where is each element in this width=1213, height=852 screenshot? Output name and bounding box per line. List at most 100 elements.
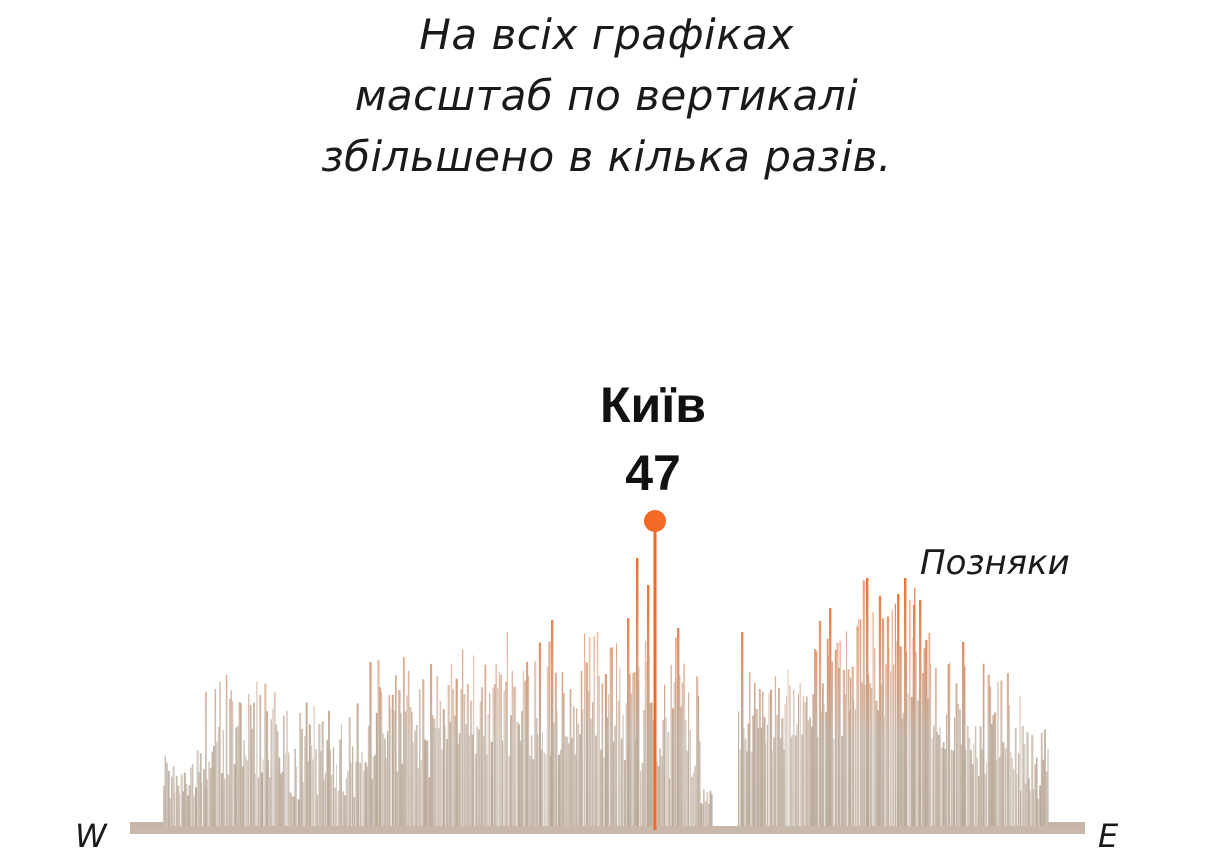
elevation-bar xyxy=(902,712,905,830)
elevation-bar xyxy=(739,748,742,830)
elevation-bar xyxy=(700,803,703,830)
elevation-bar xyxy=(633,672,636,830)
elevation-bar xyxy=(665,717,667,830)
elevation-bar xyxy=(1010,752,1012,830)
elevation-bar xyxy=(620,738,623,830)
elevation-bar xyxy=(738,711,740,830)
peak-marker xyxy=(644,510,666,532)
elevation-bar xyxy=(572,706,575,830)
elevation-bar xyxy=(556,710,558,830)
elevation-bar xyxy=(166,762,168,830)
elevation-bar xyxy=(339,739,342,830)
elevation-bar xyxy=(818,620,822,830)
elevation-bar xyxy=(579,734,582,830)
elevation-bar xyxy=(199,753,202,830)
elevation-bar xyxy=(754,682,756,830)
elevation-bar xyxy=(831,661,833,830)
elevation-bar xyxy=(609,647,612,830)
elevation-bar xyxy=(428,777,431,830)
elevation-bar xyxy=(632,673,635,830)
elevation-bar xyxy=(497,687,499,830)
elevation-bar xyxy=(941,747,944,830)
elevation-bar xyxy=(928,632,931,830)
elevation-bar xyxy=(822,683,824,830)
elevation-bar xyxy=(1042,759,1044,830)
elevation-bar xyxy=(776,715,779,830)
elevation-bar xyxy=(934,668,937,830)
elevation-bar xyxy=(530,735,533,830)
elevation-bar xyxy=(770,689,773,830)
elevation-bar xyxy=(608,694,610,830)
elevation-bar xyxy=(588,637,591,830)
elevation-bar xyxy=(494,684,496,830)
elevation-bar xyxy=(874,647,876,830)
elevation-bar xyxy=(917,700,920,830)
elevation-bar xyxy=(486,754,488,830)
elevation-bar xyxy=(524,680,527,830)
elevation-bar xyxy=(444,726,446,830)
elevation-bar xyxy=(187,795,190,830)
elevation-bar xyxy=(998,756,1001,830)
elevation-bar xyxy=(482,735,485,830)
elevation-bar xyxy=(396,771,399,830)
elevation-bar xyxy=(765,742,767,830)
elevation-bar xyxy=(649,703,652,830)
elevation-bar xyxy=(289,792,292,830)
elevation-bar xyxy=(955,683,958,830)
elevation-bar xyxy=(188,785,191,830)
elevation-bar xyxy=(510,715,512,830)
elevation-bar xyxy=(841,735,844,830)
elevation-bar xyxy=(527,676,530,830)
elevation-bar xyxy=(749,672,751,830)
elevation-bar xyxy=(209,768,212,830)
elevation-bar xyxy=(587,691,590,830)
elevation-bar xyxy=(190,767,192,830)
elevation-bar xyxy=(1002,742,1005,830)
elevation-bar xyxy=(644,640,647,830)
elevation-bar xyxy=(957,703,960,830)
elevation-bar xyxy=(526,661,529,830)
elevation-bar xyxy=(580,670,583,830)
elevation-bar xyxy=(419,689,421,830)
elevation-spike xyxy=(919,600,922,830)
elevation-bar xyxy=(466,684,469,830)
elevation-spike xyxy=(897,594,900,830)
elevation-bar xyxy=(856,626,859,830)
elevation-bar xyxy=(938,735,941,830)
elevation-bar xyxy=(834,649,837,830)
elevation-bar xyxy=(1024,783,1027,830)
elevation-bar xyxy=(660,756,664,830)
elevation-bar xyxy=(762,691,764,830)
elevation-bar xyxy=(275,724,278,830)
elevation-bar xyxy=(628,674,631,830)
elevation-bar xyxy=(966,726,969,830)
elevation-bar xyxy=(823,703,825,830)
elevation-bar xyxy=(812,694,815,830)
elevation-bar xyxy=(185,783,188,830)
elevation-bar xyxy=(371,779,374,830)
elevation-bar xyxy=(683,663,686,830)
elevation-bar xyxy=(518,724,521,830)
elevation-bar xyxy=(417,768,420,830)
elevation-bar xyxy=(970,750,972,830)
elevation-bar xyxy=(1016,774,1018,830)
scale-note-line-1: На всіх графіках xyxy=(419,10,794,59)
elevation-bar xyxy=(886,616,890,830)
elevation-bar xyxy=(163,785,166,830)
elevation-bar xyxy=(380,691,383,830)
elevation-bar xyxy=(566,736,569,830)
elevation-bar xyxy=(659,748,662,830)
elevation-bar xyxy=(506,632,508,830)
elevation-bar xyxy=(382,733,385,830)
elevation-bar xyxy=(862,580,865,830)
elevation-bar xyxy=(254,773,256,830)
elevation-bar xyxy=(171,776,173,830)
elevation-bar xyxy=(569,689,572,830)
elevation-spike xyxy=(904,578,907,830)
elevation-bar xyxy=(752,715,755,830)
bars xyxy=(130,558,1085,830)
elevation-bar xyxy=(379,687,381,830)
elevation-bar xyxy=(222,730,225,830)
elevation-bar xyxy=(946,714,948,830)
